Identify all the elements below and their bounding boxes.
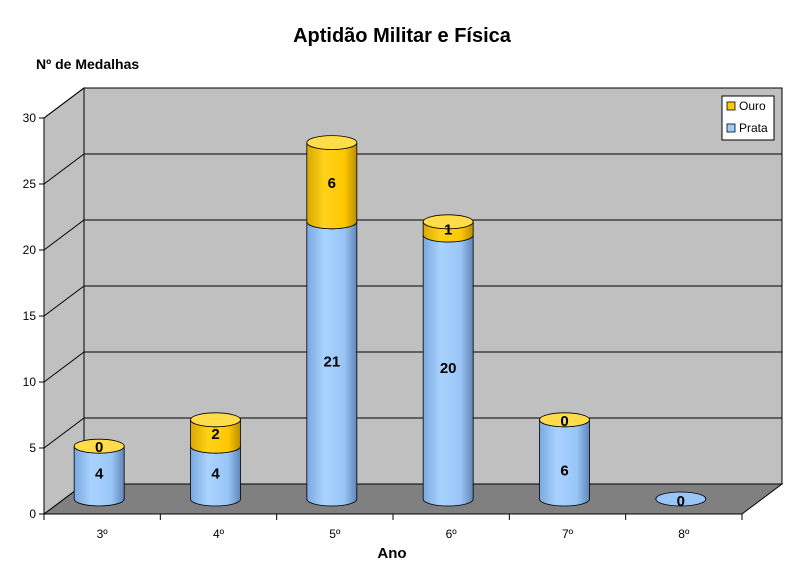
bar-top-cap [655, 491, 707, 507]
x-tick-label: 7º [562, 527, 574, 541]
x-tick-label: 6º [446, 527, 458, 541]
data-label-prata: 4 [95, 466, 104, 483]
legend-swatch-ouro [726, 101, 736, 111]
bars [73, 135, 707, 507]
bar-top-cap [539, 412, 590, 428]
gridline [43, 351, 782, 383]
x-tick-label: 5º [329, 527, 341, 541]
data-label-prata: 4 [211, 466, 220, 483]
chart-title: Aptidão Militar e Física [293, 25, 512, 47]
legend-label-prata: Prata [739, 121, 768, 135]
data-labels: 4 0 4 2 21 6 20 1 6 0 0 [95, 175, 685, 510]
y-tick-label: 10 [23, 375, 37, 389]
y-tick-label: 20 [23, 243, 37, 257]
y-tick-label: 25 [23, 177, 37, 191]
y-tick-label: 5 [29, 441, 36, 455]
gridline [43, 285, 782, 317]
x-tick-label: 8º [678, 527, 690, 541]
bar-top-cap [73, 438, 125, 454]
y-tick-label: 0 [29, 507, 36, 521]
legend: Ouro Prata [721, 95, 775, 141]
data-label-prata: 0 [677, 493, 685, 510]
data-label-prata: 20 [440, 360, 457, 377]
gridlines [43, 87, 782, 449]
data-label-ouro: 6 [328, 175, 336, 192]
gridline [43, 219, 782, 251]
y-tick-label: 30 [23, 111, 37, 125]
data-label-ouro: 0 [560, 413, 568, 430]
bar-top-cap [306, 135, 358, 151]
x-axis-label: Ano [377, 545, 406, 562]
data-label-ouro: 1 [444, 221, 452, 238]
x-tick-label: 4º [213, 527, 225, 541]
data-label-ouro: 2 [211, 426, 219, 443]
x-tick-labels: 3º 4º 5º 6º 7º 8º [43, 514, 743, 541]
bar-top-cap [422, 214, 474, 230]
data-label-prata: 6 [560, 463, 568, 480]
gridline [43, 153, 782, 185]
y-tick-labels: 0 5 10 15 20 25 30 [23, 111, 44, 521]
legend-swatch-prata [726, 123, 736, 133]
y-tick-label: 15 [23, 309, 37, 323]
legend-label-ouro: Ouro [739, 99, 766, 113]
y-axis-label: Nº de Medalhas [36, 56, 139, 72]
data-label-ouro: 0 [95, 439, 103, 456]
chart-walls [42, 87, 784, 515]
bar-top-cap [190, 412, 241, 428]
x-tick-label: 3º [97, 527, 109, 541]
gridline [43, 87, 782, 119]
data-label-prata: 21 [323, 353, 340, 370]
